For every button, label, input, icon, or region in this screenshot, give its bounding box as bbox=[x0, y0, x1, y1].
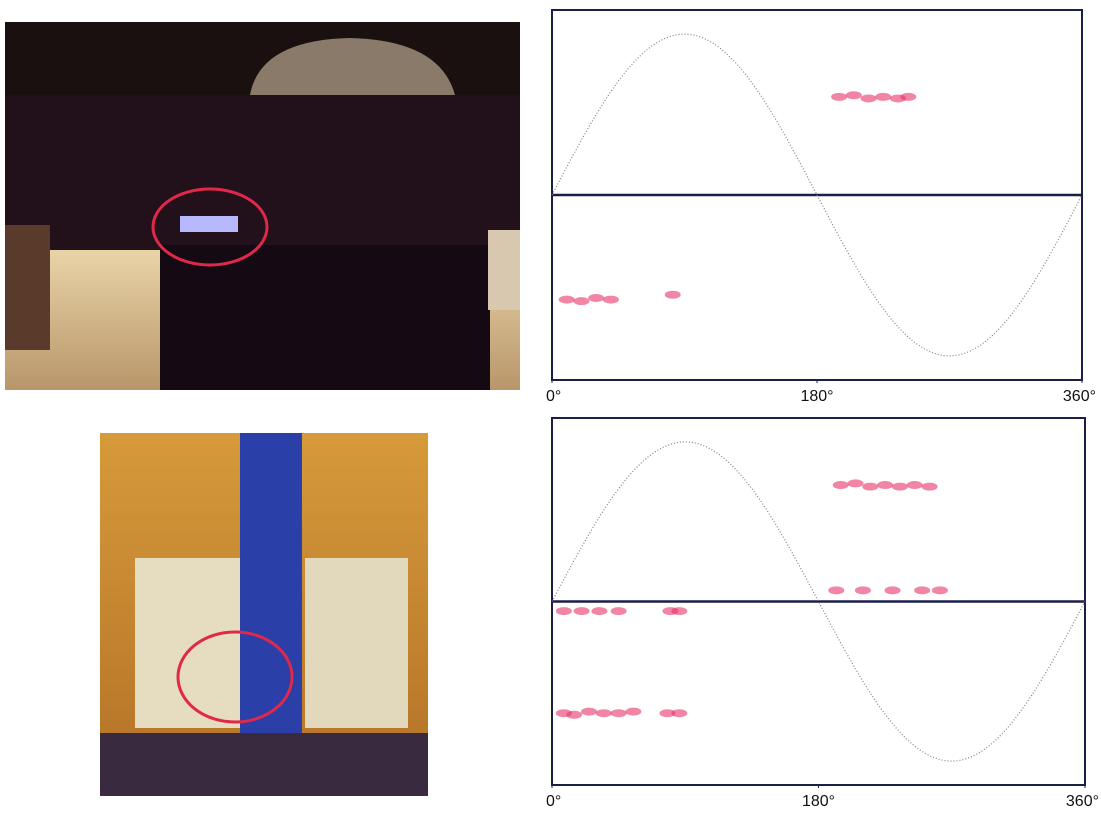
pd-point bbox=[591, 607, 608, 616]
pd-point bbox=[602, 295, 619, 304]
pd-point bbox=[573, 297, 590, 306]
photo-top bbox=[5, 22, 520, 390]
pd-point bbox=[610, 607, 627, 616]
pd-point bbox=[671, 709, 688, 718]
x-tick-label: 0° bbox=[546, 793, 561, 810]
pd-point bbox=[659, 709, 676, 718]
pd-point bbox=[862, 482, 879, 491]
x-tick-label: 180° bbox=[800, 388, 833, 405]
pd-point bbox=[555, 607, 572, 616]
pd-point bbox=[931, 586, 948, 595]
x-tick-label: 0° bbox=[546, 388, 561, 405]
pd-point bbox=[845, 91, 862, 100]
pd-point bbox=[860, 94, 877, 103]
x-tick-label: 360° bbox=[1066, 793, 1099, 810]
photo-bottom bbox=[100, 433, 428, 796]
pd-point bbox=[875, 92, 892, 101]
pd-point bbox=[671, 607, 688, 616]
pd-point bbox=[558, 295, 575, 304]
reference-sine bbox=[551, 441, 1086, 762]
x-tick-label: 180° bbox=[802, 793, 835, 810]
pd-point bbox=[831, 92, 848, 101]
pd-point bbox=[828, 586, 845, 595]
pd-point bbox=[610, 709, 627, 718]
pd-point bbox=[566, 710, 583, 719]
pd-point bbox=[921, 482, 938, 491]
pd-point bbox=[573, 607, 590, 616]
pd-point bbox=[664, 290, 681, 299]
pd-point bbox=[588, 293, 605, 302]
pd-point bbox=[884, 586, 901, 595]
pd-point bbox=[832, 481, 849, 490]
pd-point bbox=[581, 707, 598, 716]
pd-point bbox=[877, 481, 894, 490]
pd-point bbox=[914, 586, 931, 595]
pd-point bbox=[625, 707, 642, 716]
pd-point bbox=[854, 586, 871, 595]
pd-point bbox=[595, 709, 612, 718]
pd-point bbox=[891, 482, 908, 491]
reference-sine bbox=[551, 33, 1083, 357]
pd-point bbox=[847, 479, 864, 488]
x-tick-label: 360° bbox=[1063, 388, 1096, 405]
pd-point bbox=[900, 92, 917, 101]
pd-point bbox=[906, 481, 923, 490]
